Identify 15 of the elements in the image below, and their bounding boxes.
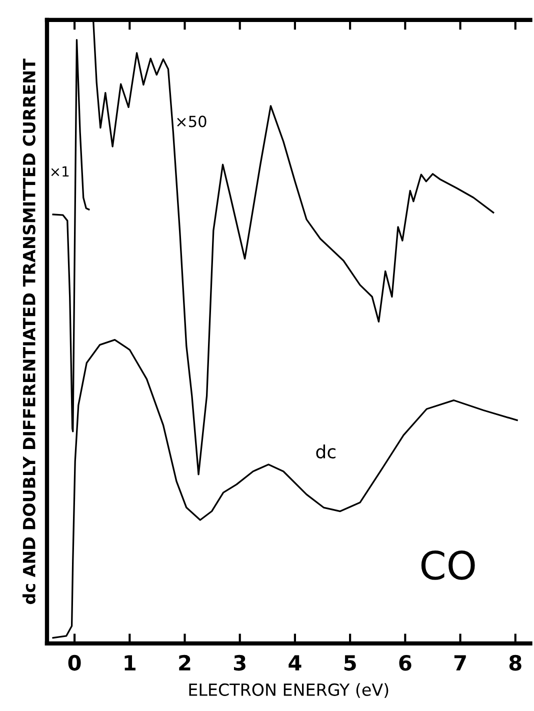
- x-tick-label: 0: [68, 654, 81, 671]
- x-tick-label: 2: [179, 654, 190, 670]
- x-axis-title: ELECTRON ENERGY (eV): [189, 683, 388, 698]
- y-axis-title: dc AND DOUBLY DIFFERENTIATED TRANSMITTED CURRENT: [22, 58, 36, 604]
- x-tick-label: 7: [454, 655, 466, 670]
- x-tick-label: 6: [399, 654, 412, 671]
- annotation: ×50: [177, 116, 206, 128]
- x-tick-label: 8: [509, 654, 522, 671]
- annotation: dc: [316, 444, 336, 459]
- x-tick-label: 1: [124, 655, 136, 670]
- x-tick-label: 4: [288, 655, 302, 670]
- x-tick-label: 3: [234, 654, 246, 671]
- x-tick-label: 5: [344, 655, 356, 671]
- annotation: ×1: [51, 166, 69, 177]
- annotation: CO: [421, 550, 475, 580]
